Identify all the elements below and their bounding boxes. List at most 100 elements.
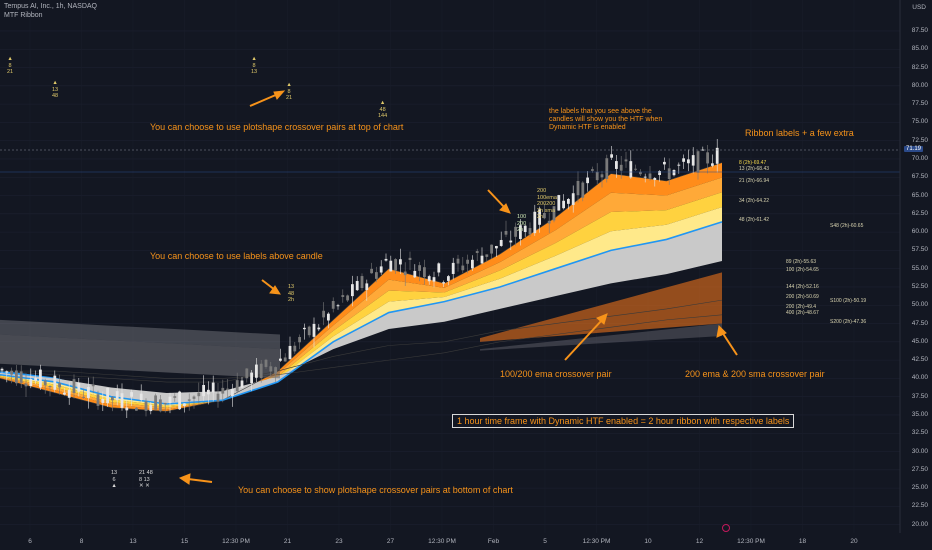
time-tick: 12	[695, 538, 704, 545]
indicator-title[interactable]: MTF Ribbon	[4, 12, 43, 19]
price-tick: 62.50	[911, 209, 928, 217]
time-tick: 23	[335, 538, 343, 545]
candle-body	[394, 259, 397, 271]
candle-body	[403, 271, 407, 276]
note-top-pairs: You can choose to use plotshape crossove…	[150, 122, 404, 132]
candle-body	[67, 389, 71, 398]
candle-body	[322, 310, 325, 318]
candle-body	[274, 367, 277, 374]
price-tick: 50.00	[911, 301, 928, 309]
candle-body	[447, 276, 450, 281]
time-tick: 12:30 PM	[428, 538, 456, 545]
candle-body	[341, 295, 345, 297]
candle-body	[269, 366, 273, 372]
candle-body	[293, 345, 297, 352]
symbol-title[interactable]: Tempus AI, Inc., 1h, NASDAQ	[4, 3, 97, 10]
candle-body	[658, 171, 661, 176]
candle-body	[543, 213, 546, 219]
candle-body	[168, 396, 172, 403]
candle-body	[307, 326, 311, 336]
candle-body	[562, 200, 565, 209]
candle-body	[581, 182, 585, 198]
price-tick: 22.50	[911, 502, 928, 510]
candle-body	[317, 327, 321, 330]
candle-body	[10, 370, 13, 375]
candle-body	[533, 211, 537, 234]
candle-body	[187, 399, 191, 401]
candle-body	[528, 228, 532, 235]
price-tick: 80.00	[911, 81, 928, 89]
candle-body	[509, 240, 513, 243]
ma-ribbon	[0, 162, 723, 412]
price-tick: 37.50	[911, 392, 928, 400]
currency-label[interactable]: USD	[912, 4, 926, 11]
candle-body	[615, 161, 618, 169]
candle-body	[701, 149, 705, 151]
series-line-3	[0, 314, 723, 379]
candle-body	[355, 281, 359, 291]
candle-body	[586, 177, 589, 184]
candle-body	[221, 387, 225, 394]
note-labels-above: You can choose to use labels above candl…	[150, 251, 323, 261]
candle-body	[605, 158, 609, 180]
arrow-labels-above	[261, 279, 281, 295]
candle-body	[547, 220, 551, 224]
candle-body	[687, 159, 690, 164]
candle-body	[159, 399, 162, 412]
price-tick: 55.00	[911, 264, 928, 272]
price-tick: 27.50	[911, 465, 928, 473]
candle-body	[442, 282, 445, 284]
candle-body	[451, 262, 455, 274]
time-tick: 6	[28, 538, 32, 545]
candle-body	[485, 254, 489, 257]
top-plotshape-b: 21	[286, 95, 293, 101]
ribbon-label: S200 (2h)-47.36	[830, 319, 867, 325]
ribbon-label: 13 (2h)-68.43	[739, 166, 770, 172]
candle-body	[595, 171, 599, 181]
candle-body	[115, 391, 119, 401]
time-tick: 5	[543, 538, 547, 545]
price-tick: 70.00	[911, 154, 928, 162]
candle-body	[48, 386, 52, 388]
candle-body	[591, 169, 594, 171]
candle-body	[427, 276, 431, 282]
candle-body	[677, 164, 681, 166]
ema-sma-wedge-lower	[480, 323, 722, 351]
ribbon-label: S100 (2h)-50.19	[830, 298, 867, 304]
candle-body	[696, 151, 700, 173]
candle-body	[91, 384, 95, 387]
candle-body	[82, 396, 85, 398]
candle-body	[399, 259, 402, 265]
candle-body	[111, 397, 114, 401]
arrow-htf-note	[487, 189, 511, 214]
grey-cloud-upper	[0, 319, 280, 350]
candle-body	[96, 394, 100, 406]
candle-body	[384, 258, 388, 261]
time-tick: 27	[386, 538, 395, 545]
time-tick: Feb	[487, 538, 500, 545]
candle-body	[552, 206, 556, 221]
ribbon-label: 48 (2h)-61.42	[739, 217, 770, 223]
candle-body	[43, 380, 47, 386]
top-plotshape-a: 13	[52, 86, 59, 93]
ribbon-label: S48 (2h)-60.65	[830, 223, 864, 229]
top-plotshape-sym: ▲	[7, 56, 13, 62]
price-tick: 30.00	[911, 447, 928, 455]
candle-body	[15, 370, 18, 384]
price-tick: 87.50	[911, 26, 928, 34]
candle-body	[389, 260, 393, 272]
arrow-bottom-pairs	[178, 473, 213, 485]
price-tick: 32.50	[911, 429, 928, 437]
price-tick: 20.00	[911, 520, 928, 528]
candle-body	[255, 364, 258, 378]
candle-body	[312, 323, 316, 337]
top-plotshape-b: 13	[251, 69, 258, 75]
price-tick: 25.00	[911, 484, 928, 492]
candle-body	[144, 401, 148, 412]
candle-body	[216, 393, 220, 402]
candle-body	[629, 161, 633, 178]
candle-body	[663, 161, 666, 165]
candle-body	[437, 263, 441, 273]
candle-body	[571, 193, 575, 205]
